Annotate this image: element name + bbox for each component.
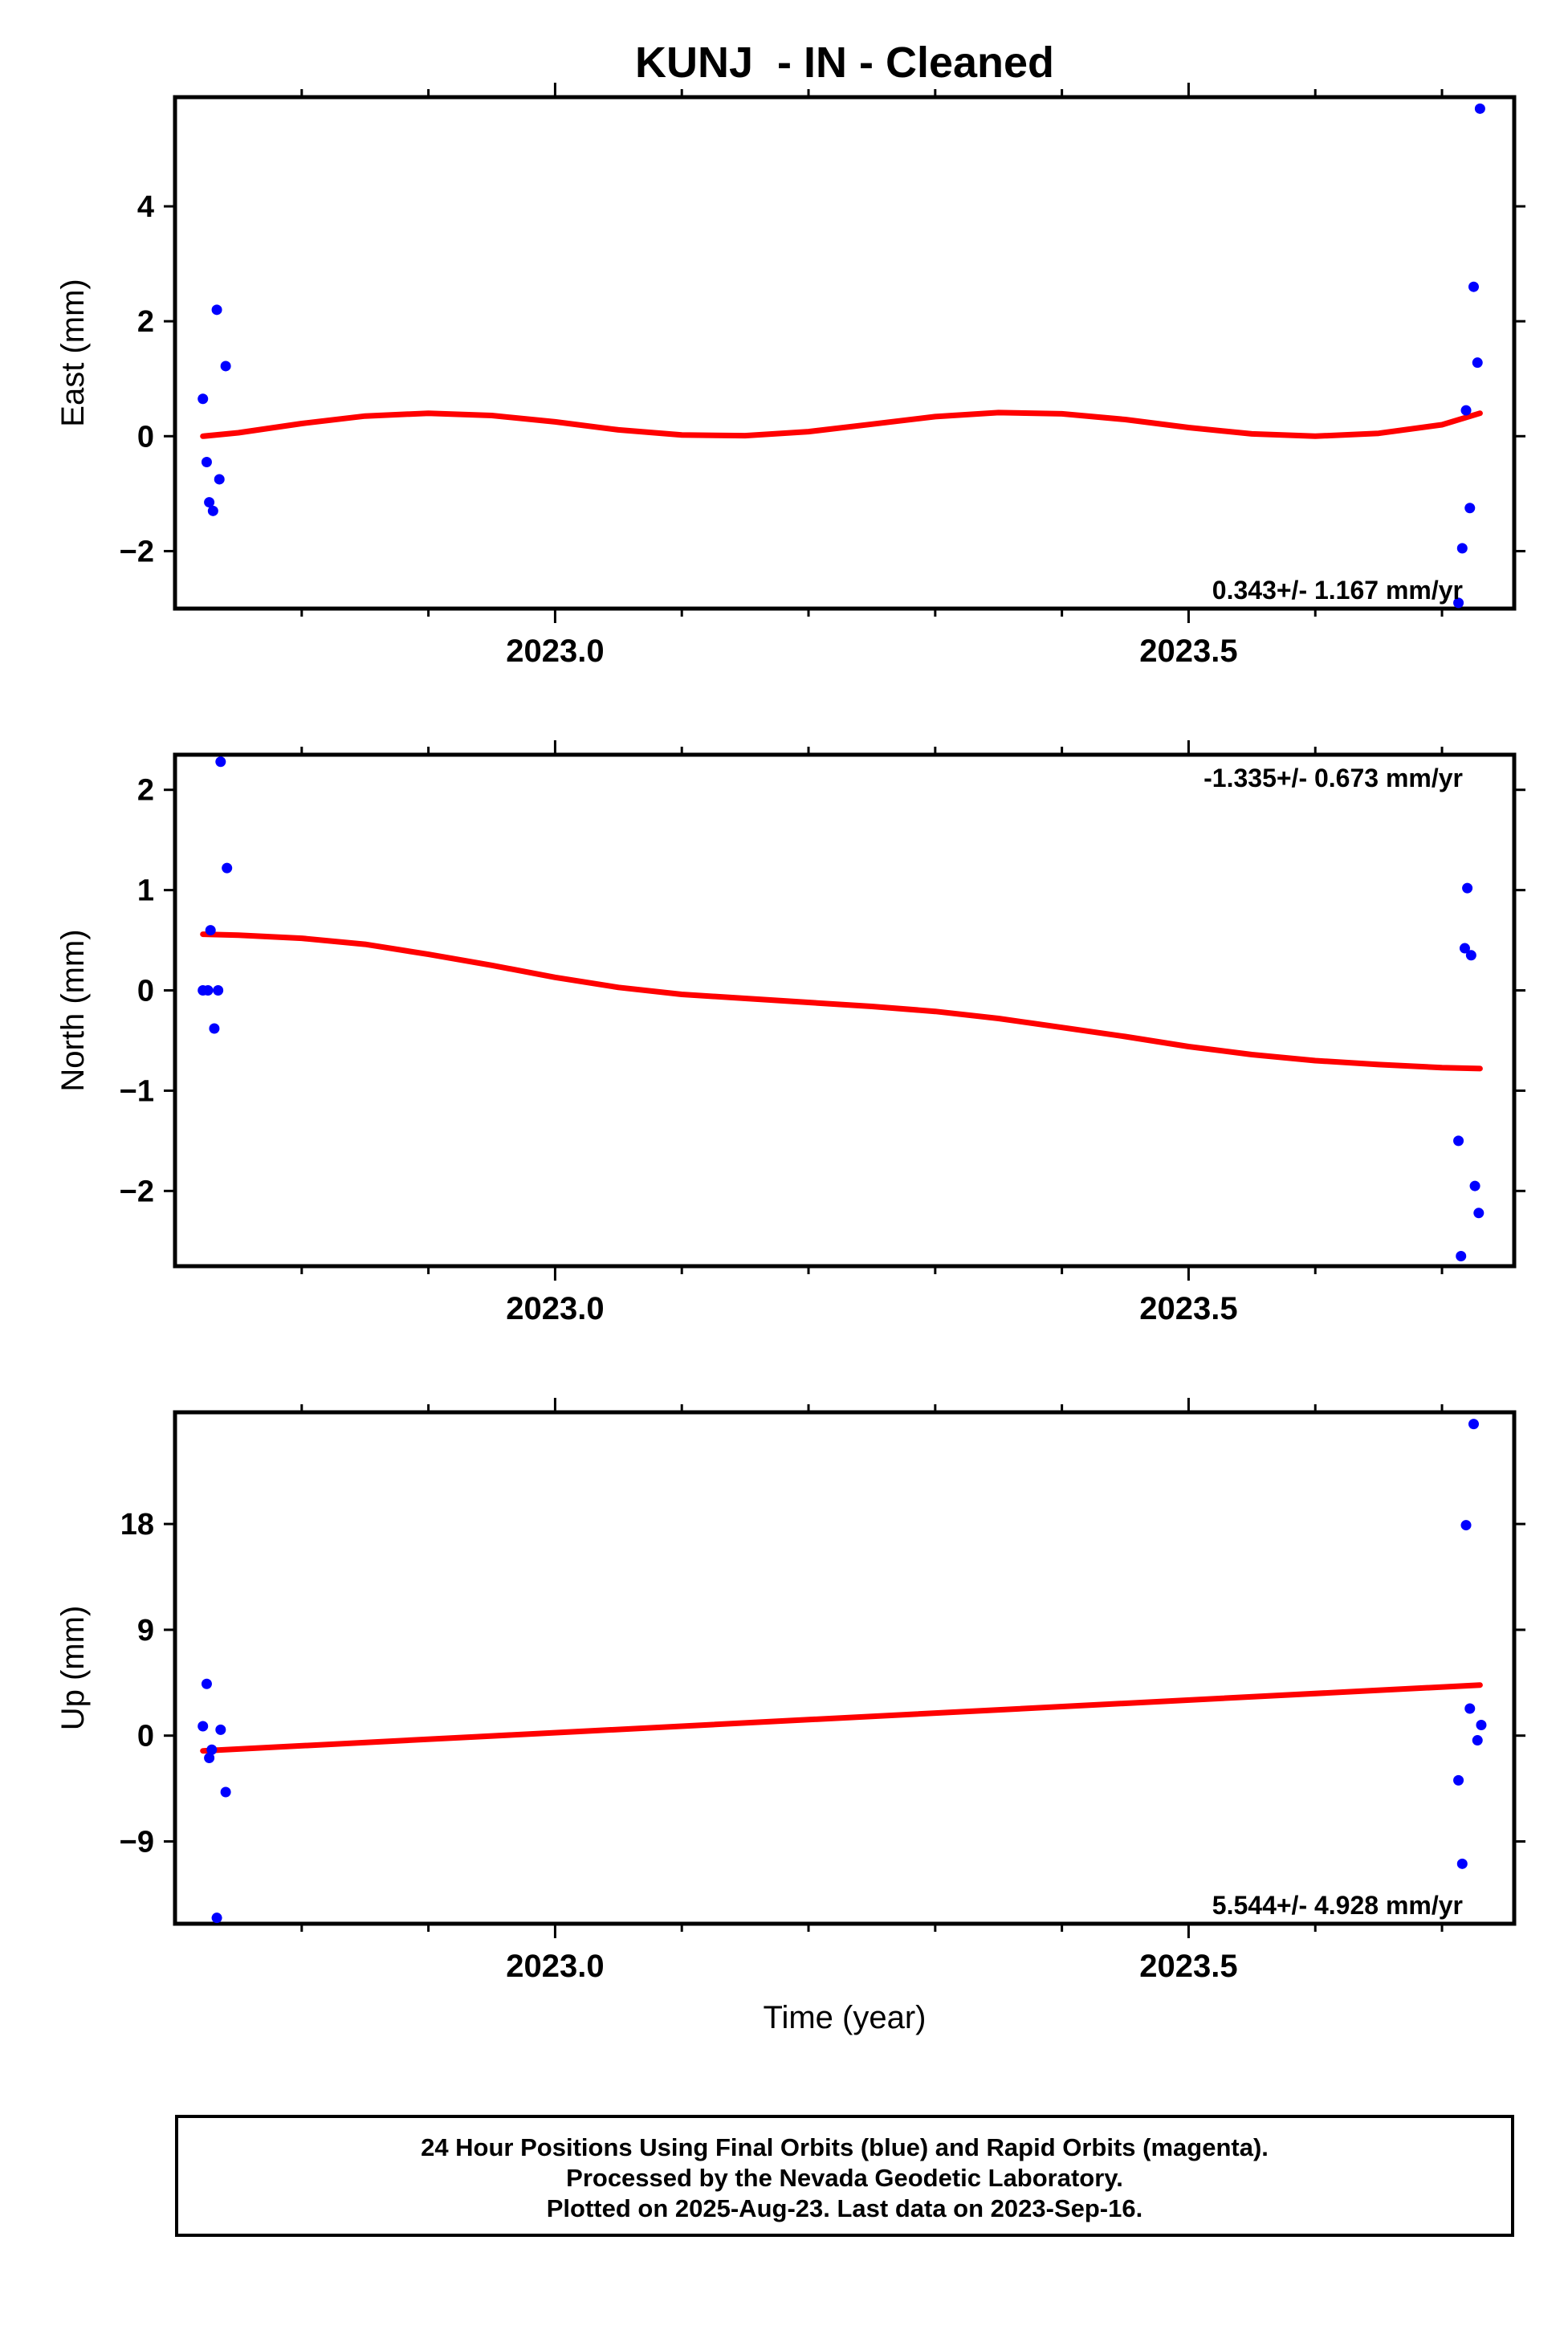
- data-point: [211, 1912, 222, 1924]
- data-point: [1453, 597, 1464, 609]
- data-point: [206, 1744, 218, 1755]
- fit-line: [200, 1682, 1483, 1754]
- data-point: [204, 1753, 215, 1764]
- data-point: [213, 985, 224, 996]
- panel-up: −9 0 9 18 2023.0 2023.5 Up (mm) 5.544+/- 4.928 …: [55, 1398, 1525, 1984]
- plot-frame: [173, 752, 1517, 1269]
- fit-line: [200, 409, 1483, 439]
- x-axis-label: Time (year): [764, 2000, 927, 2035]
- data-point: [209, 1023, 220, 1034]
- fit-line: [200, 931, 1483, 1072]
- y-tick-label: −2: [120, 1175, 154, 1208]
- data-point: [207, 505, 218, 516]
- y-axis-label: North (mm): [55, 929, 91, 1091]
- y-tick-label: 4: [137, 190, 154, 224]
- y-tick-label: 0: [137, 1720, 154, 1754]
- y-tick-label: 9: [137, 1614, 154, 1648]
- y-axis-label: East (mm): [55, 279, 91, 426]
- footer-line-1: 24 Hour Positions Using Final Orbits (bl…: [421, 2133, 1269, 2161]
- data-point: [1472, 1735, 1483, 1746]
- data-point: [214, 474, 225, 485]
- x-tick-label: 2023.5: [1139, 1949, 1237, 1984]
- data-point: [1473, 1208, 1485, 1219]
- panel-east: −2 0 2 4 2023.0 2023.5 East (mm) 0.343+/- 1.167…: [55, 83, 1525, 669]
- data-point: [1474, 103, 1485, 114]
- y-tick-label: 2: [137, 774, 154, 808]
- data-point: [202, 985, 214, 996]
- data-point: [201, 1678, 212, 1689]
- rate-annotation: 5.544+/- 4.928 mm/yr: [1212, 1891, 1463, 1920]
- data-point: [215, 1724, 226, 1735]
- y-tick-label: −9: [120, 1825, 154, 1859]
- data-point: [1462, 882, 1473, 894]
- data-point: [1476, 1720, 1487, 1731]
- data-point: [1456, 1858, 1468, 1869]
- y-tick-label: −2: [120, 535, 154, 568]
- rate-annotation: -1.335+/- 0.673 mm/yr: [1203, 764, 1463, 792]
- data-point: [1453, 1135, 1464, 1147]
- data-point: [1468, 281, 1480, 292]
- y-tick-label: 1: [137, 874, 154, 908]
- y-tick-label: 0: [137, 420, 154, 454]
- footer-info-box: 24 Hour Positions Using Final Orbits (bl…: [175, 2115, 1514, 2237]
- data-point: [211, 304, 222, 316]
- data-point: [1472, 357, 1483, 369]
- data-point: [204, 497, 215, 508]
- plot-frame: [173, 1410, 1517, 1926]
- data-point: [1464, 503, 1476, 514]
- footer-line-2: Processed by the Nevada Geodetic Laborat…: [566, 2164, 1123, 2192]
- x-tick-label: 2023.5: [1139, 633, 1237, 669]
- data-point: [1459, 943, 1470, 954]
- data-point: [1468, 1419, 1480, 1430]
- y-tick-label: 18: [120, 1508, 154, 1542]
- y-tick-label: 0: [137, 975, 154, 1008]
- chart-title: KUNJ - IN - Cleaned: [635, 39, 1054, 87]
- y-axis-label: Up (mm): [55, 1606, 91, 1731]
- x-tick-label: 2023.0: [506, 1949, 604, 1984]
- data-point: [198, 1721, 209, 1732]
- data-point: [1456, 543, 1468, 554]
- data-point: [222, 862, 233, 874]
- data-point: [1460, 405, 1472, 416]
- y-tick-label: 2: [137, 305, 154, 339]
- data-point: [215, 756, 226, 768]
- data-point: [198, 393, 209, 405]
- footer-line-3: Plotted on 2025-Aug-23. Last data on 202…: [546, 2194, 1143, 2222]
- x-tick-label: 2023.5: [1139, 1291, 1237, 1326]
- data-point: [1456, 1251, 1467, 1262]
- data-point: [1460, 1520, 1472, 1531]
- rate-annotation: 0.343+/- 1.167 mm/yr: [1212, 576, 1463, 605]
- data-point: [1464, 1703, 1476, 1714]
- x-tick-label: 2023.0: [506, 633, 604, 669]
- data-point: [1465, 950, 1476, 961]
- data-point: [220, 1786, 231, 1798]
- panel-north: −2 −1 0 1 2 2023.0 2023.5 North (mm) -1.335+/- 0…: [55, 740, 1525, 1326]
- data-point: [1469, 1180, 1480, 1191]
- data-point: [201, 456, 212, 467]
- data-point: [1453, 1774, 1464, 1786]
- data-point: [205, 925, 216, 936]
- data-point: [220, 360, 231, 372]
- plot-frame: [173, 95, 1517, 611]
- y-tick-label: −1: [120, 1074, 154, 1108]
- x-tick-label: 2023.0: [506, 1291, 604, 1326]
